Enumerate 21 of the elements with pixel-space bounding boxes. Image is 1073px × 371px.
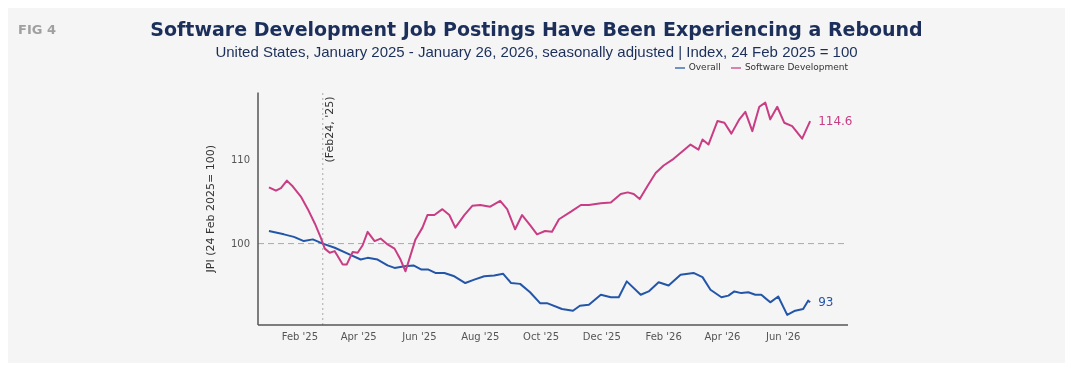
y-tick-label: 110 [230,154,250,166]
x-tick-label: Feb '26 [645,331,682,343]
x-tick-label: Jun '26 [765,331,801,343]
x-tick-label: Feb '25 [281,331,319,343]
legend-label: Software Development [744,62,848,72]
chart-title: Software Development Job Postings Have Been Experiencing a Rebound [150,18,923,40]
data-label: 93 [818,295,834,310]
x-tick-label: Jun '25 [401,331,437,343]
line-series [267,229,812,316]
y-tick-label: 100 [230,238,250,250]
x-tick-label: Apr '25 [340,331,377,343]
x-tick-label: Apr '26 [704,331,741,343]
y-axis-title: JPI (24 Feb 2025= 100) [203,145,217,274]
x-tick-label: Dec '25 [582,331,621,343]
x-tick-label: Oct '25 [523,331,560,343]
ref-line-label: (Feb24, '25) [322,96,336,163]
caption: FIG 4 [18,22,56,37]
chart-subtitle: United States, January 2025 - January 26, 2026, seasonally adjusted | Index, 24 Feb 2025 = 100 [215,43,858,60]
data-label: 114.6 [818,114,853,129]
x-tick-label: Aug '25 [461,331,500,343]
legend-label: Overall [688,62,721,72]
